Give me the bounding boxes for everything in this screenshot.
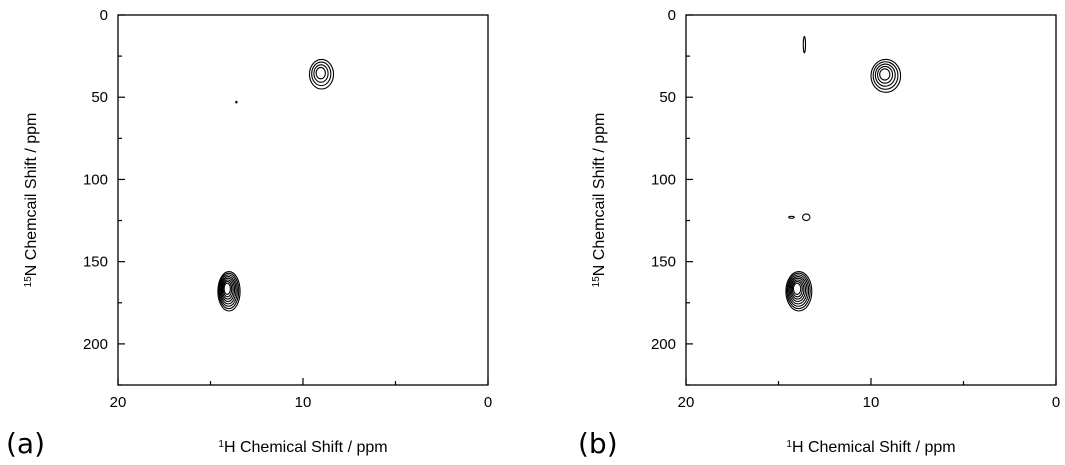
contour-level bbox=[788, 276, 808, 305]
panel-label-a: (a) bbox=[6, 427, 45, 460]
y-axis-label-a: 15N Chemcail Shift / ppm bbox=[23, 113, 41, 288]
contour-level bbox=[792, 282, 802, 295]
x-tick-label: 20 bbox=[678, 394, 695, 411]
x-tick-label: 0 bbox=[1052, 394, 1060, 411]
y-axis-label-text-b: N Chemcail Shift / ppm bbox=[591, 113, 608, 277]
x-axis-label-b: 1H Chemical Shift / ppm bbox=[786, 439, 955, 457]
x-tick-label: 0 bbox=[484, 394, 492, 411]
y-tick-label: 0 bbox=[100, 7, 108, 24]
x-axis-label-text-a: H Chemical Shift / ppm bbox=[224, 439, 388, 456]
contour-level bbox=[220, 276, 237, 305]
y-axis-label-b: 15N Chemcail Shift / ppm bbox=[591, 113, 609, 288]
contour-level bbox=[790, 279, 805, 300]
contour-level bbox=[218, 272, 240, 310]
x-tick-label: 10 bbox=[863, 394, 880, 411]
contour-level bbox=[876, 65, 894, 84]
y-tick-label: 200 bbox=[83, 336, 108, 353]
peaks-a bbox=[217, 58, 335, 312]
x-tick-label: 20 bbox=[110, 394, 127, 411]
peaks-b bbox=[785, 35, 902, 312]
contour-level bbox=[221, 279, 234, 300]
contour-level bbox=[791, 281, 803, 298]
x-axis-label-a: 1H Chemical Shift / ppm bbox=[218, 439, 387, 457]
contour-level bbox=[220, 277, 236, 303]
contour-level bbox=[879, 68, 891, 81]
peak-1 bbox=[308, 58, 335, 90]
contour-level bbox=[217, 270, 241, 312]
contour-level bbox=[872, 61, 899, 90]
contour-level bbox=[801, 213, 811, 222]
y-tick-label: 100 bbox=[83, 171, 108, 188]
contour-level bbox=[223, 282, 231, 295]
plot-frame-a bbox=[117, 14, 489, 386]
peak-2 bbox=[785, 270, 813, 312]
contour-level bbox=[870, 58, 902, 93]
peak-5 bbox=[788, 215, 795, 219]
contour-level bbox=[785, 270, 813, 312]
y-tick-label: 100 bbox=[651, 171, 676, 188]
y-tick-label: 150 bbox=[651, 254, 676, 271]
contour-level bbox=[787, 274, 810, 307]
y-axis-label-sup-a: 15 bbox=[23, 276, 34, 288]
y-tick-label: 0 bbox=[668, 7, 676, 24]
y-tick-label: 150 bbox=[83, 254, 108, 271]
contour-level bbox=[222, 281, 233, 298]
x-axis-label-sup-b: 1 bbox=[786, 439, 792, 450]
contour-level bbox=[235, 100, 238, 104]
contour-level bbox=[313, 64, 329, 83]
panel-label-b: (b) bbox=[578, 427, 618, 460]
contour-level bbox=[789, 277, 807, 303]
peak-3 bbox=[235, 100, 238, 104]
contour-level bbox=[802, 35, 807, 54]
plot-frame-b bbox=[685, 14, 1057, 386]
contour-level bbox=[786, 272, 811, 310]
peak-4 bbox=[801, 213, 811, 222]
x-axis-label-text-b: H Chemical Shift / ppm bbox=[792, 439, 956, 456]
peak-1 bbox=[870, 58, 902, 93]
contour-level bbox=[788, 215, 795, 219]
contour-level bbox=[219, 274, 238, 307]
y-tick-label: 50 bbox=[659, 89, 676, 106]
y-axis-label-text-a: N Chemcail Shift / ppm bbox=[23, 113, 40, 277]
contour-level bbox=[315, 66, 326, 80]
x-tick-label: 10 bbox=[295, 394, 312, 411]
peak-3 bbox=[802, 35, 807, 54]
contour-level bbox=[308, 58, 335, 90]
contour-level bbox=[311, 61, 332, 87]
peak-2 bbox=[217, 270, 241, 312]
y-tick-label: 200 bbox=[651, 336, 676, 353]
y-tick-label: 50 bbox=[91, 89, 108, 106]
contour-level bbox=[874, 63, 896, 87]
y-axis-label-sup-b: 15 bbox=[591, 276, 602, 288]
x-axis-label-sup-a: 1 bbox=[218, 439, 224, 450]
